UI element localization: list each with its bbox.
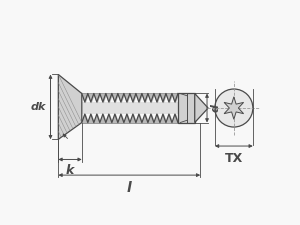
Polygon shape	[195, 94, 208, 123]
Text: l: l	[127, 181, 132, 195]
Text: TX: TX	[225, 152, 243, 165]
Circle shape	[215, 89, 253, 127]
Text: k: k	[66, 164, 74, 177]
Polygon shape	[82, 102, 178, 114]
Polygon shape	[178, 94, 195, 123]
Polygon shape	[224, 97, 244, 119]
Polygon shape	[58, 74, 82, 139]
Text: d: d	[210, 104, 220, 112]
Text: dk: dk	[31, 102, 46, 112]
